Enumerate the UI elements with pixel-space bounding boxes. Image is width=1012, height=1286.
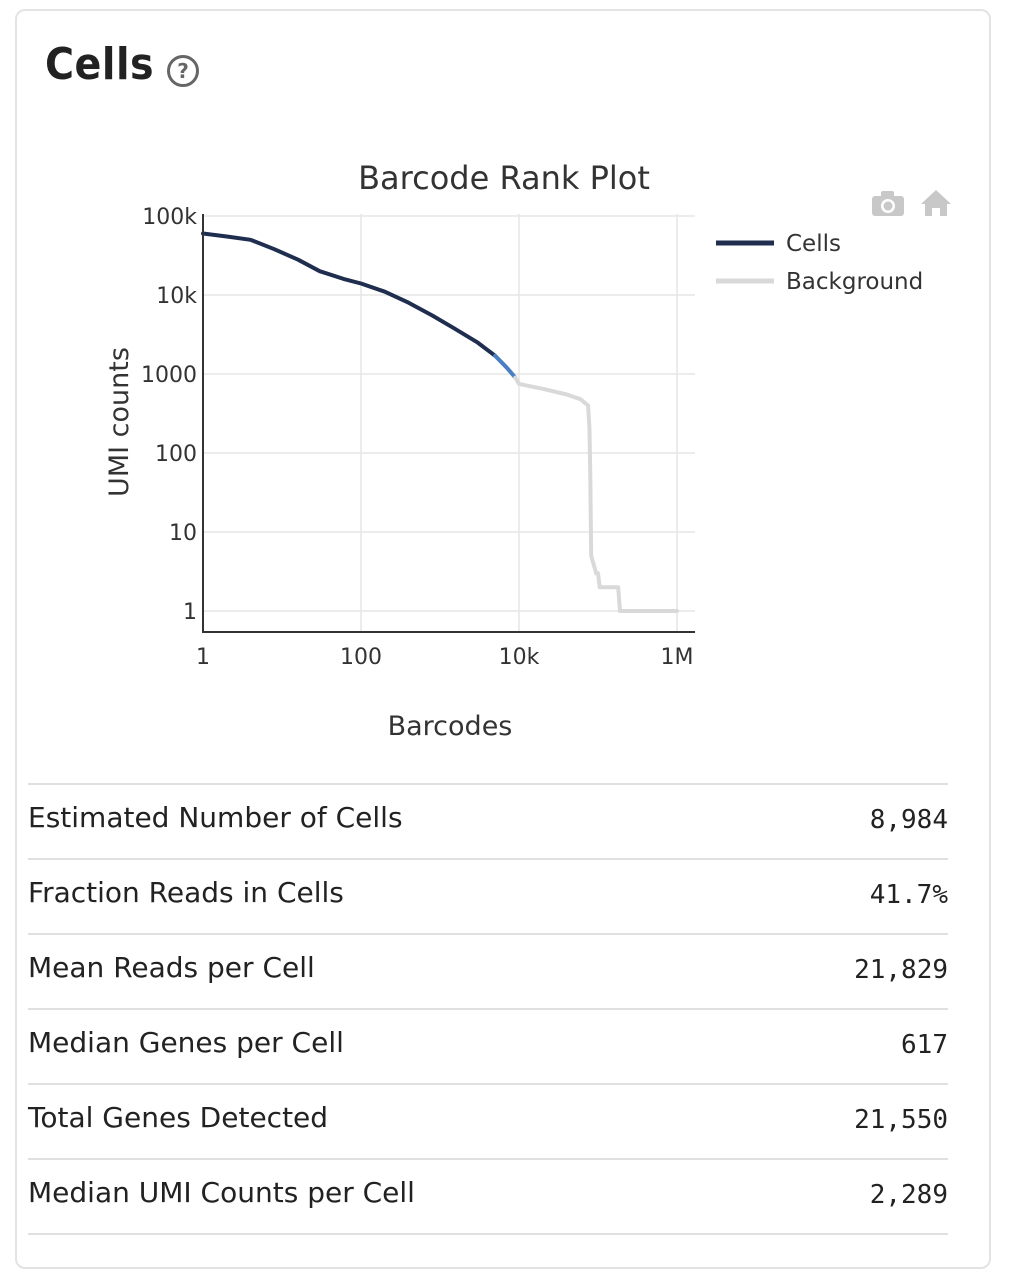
legend-label: Background	[786, 269, 923, 295]
series-line-3	[513, 375, 679, 613]
x-axis-label: Barcodes	[388, 711, 513, 742]
metric-row: Median Genes per Cell 617	[28, 1008, 948, 1083]
metric-value: 8,984	[869, 805, 948, 835]
metric-label: Fraction Reads in Cells	[28, 876, 344, 909]
chart-legend: Cells Background	[716, 231, 923, 295]
metric-value: 2,289	[869, 1180, 948, 1210]
y-tick-label: 100k	[142, 205, 197, 230]
metric-row: Total Genes Detected 21,550	[28, 1083, 948, 1158]
metric-value: 617	[901, 1030, 948, 1060]
y-tick-label: 10	[169, 521, 197, 546]
plot-series	[201, 231, 679, 613]
plot-axes: 1 100 10k 1M 100k 10k 1000 100 10 1	[141, 205, 695, 670]
y-tick-label: 1	[183, 600, 197, 625]
x-tick-label: 10k	[499, 645, 540, 670]
question-circle-icon[interactable]: ?	[167, 55, 199, 87]
y-axis-label: UMI counts	[104, 347, 135, 497]
x-tick-label: 1M	[661, 645, 694, 670]
cells-card: Cells ?	[15, 9, 991, 1269]
x-tick-label: 100	[340, 645, 382, 670]
barcode-rank-plot: 1 100 10k 1M 100k 10k 1000 100 10 1 Barcode Rank …	[104, 159, 951, 742]
metric-row: Estimated Number of Cells 8,984	[28, 783, 948, 858]
metric-row: Median UMI Counts per Cell 2,289	[28, 1158, 948, 1235]
camera-icon[interactable]	[872, 191, 904, 216]
y-tick-label: 10k	[156, 284, 197, 309]
metric-label: Mean Reads per Cell	[28, 951, 315, 984]
chart-title: Barcode Rank Plot	[358, 159, 650, 197]
home-icon[interactable]	[921, 190, 951, 216]
plot-grid	[202, 214, 695, 632]
y-tick-label: 100	[155, 442, 197, 467]
section-title: Cells	[45, 39, 155, 90]
metric-value: 21,550	[854, 1105, 948, 1135]
metric-value: 21,829	[854, 955, 948, 985]
metric-label: Median UMI Counts per Cell	[28, 1176, 415, 1209]
metrics-table: Estimated Number of Cells 8,984 Fraction R…	[28, 783, 948, 1235]
metric-label: Median Genes per Cell	[28, 1026, 344, 1059]
metric-label: Total Genes Detected	[28, 1101, 329, 1134]
metric-value: 41.7%	[869, 880, 948, 910]
x-tick-label: 1	[196, 645, 210, 670]
series-line-2	[493, 353, 518, 380]
metric-row: Mean Reads per Cell 21,829	[28, 933, 948, 1008]
metric-row: Fraction Reads in Cells 41.7%	[28, 858, 948, 933]
y-tick-label: 1000	[141, 363, 197, 388]
metric-label: Estimated Number of Cells	[28, 801, 403, 834]
series-line-1	[201, 231, 498, 358]
legend-label: Cells	[786, 231, 841, 257]
